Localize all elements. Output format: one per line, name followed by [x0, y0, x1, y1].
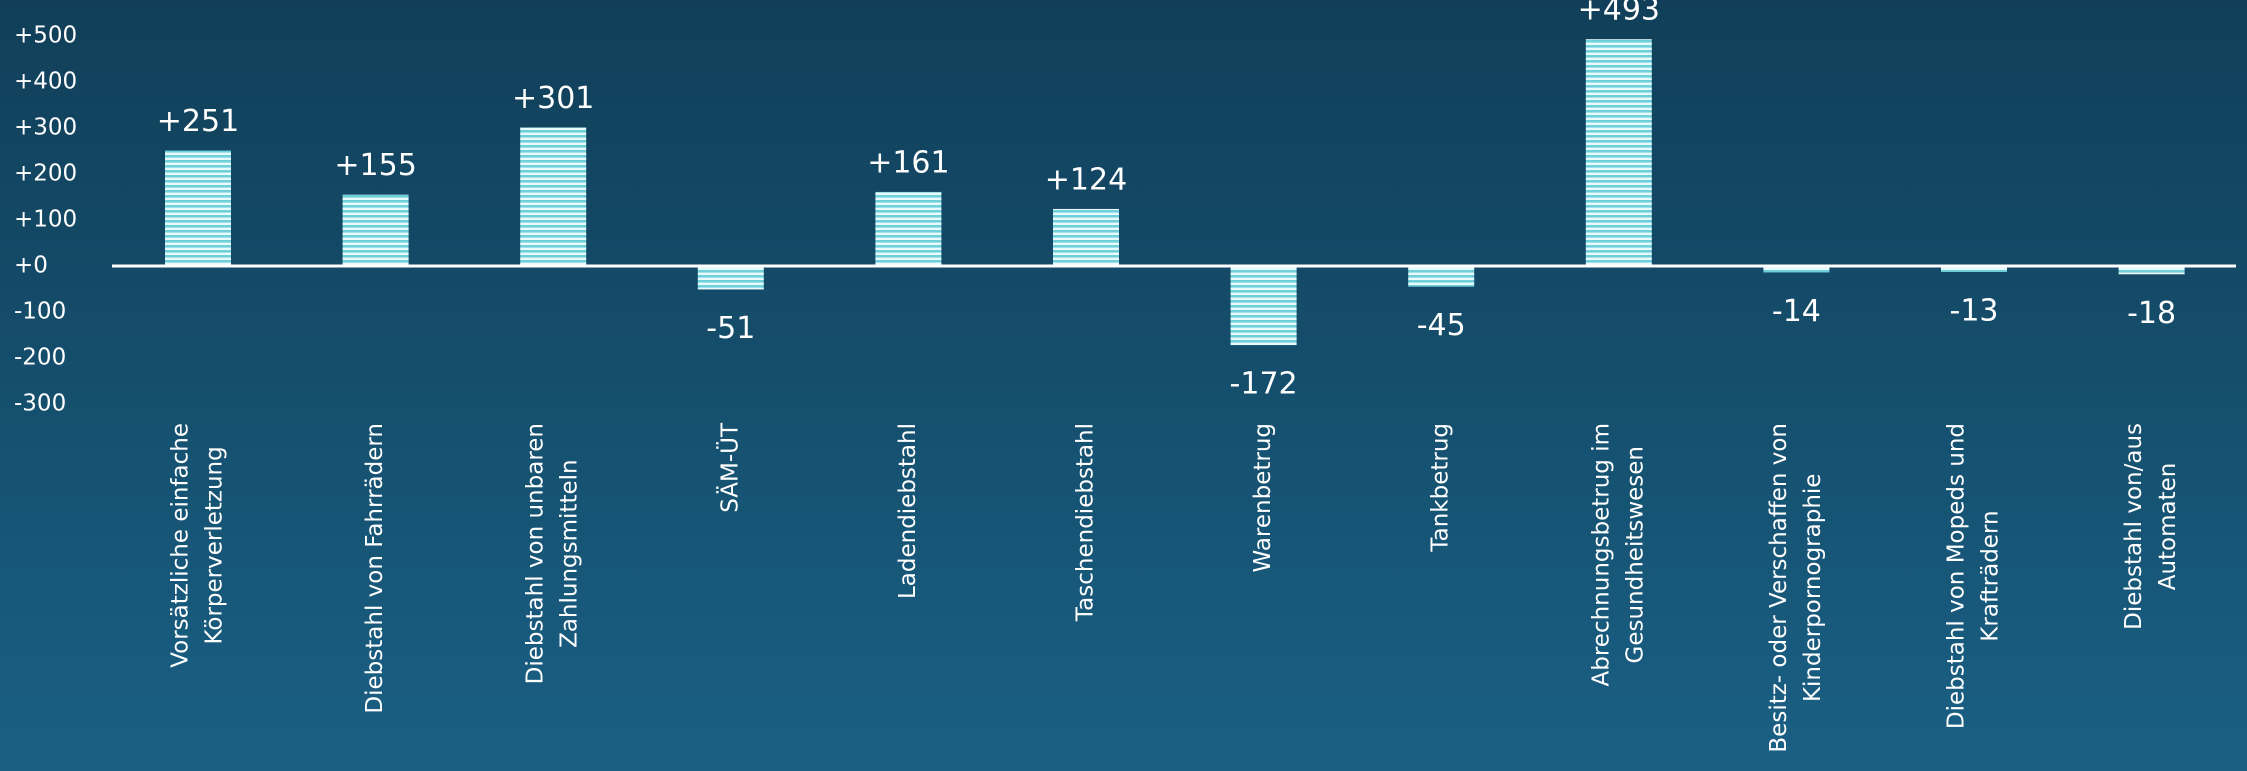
y-tick-label: +100 — [14, 207, 77, 233]
bar — [1408, 266, 1475, 287]
x-tick-label-group: Diebstahl von/aus Automaten — [2121, 423, 2181, 630]
x-tick-label: Besitz- oder Verschaffen von — [1766, 423, 1792, 753]
bar — [342, 194, 409, 266]
bar — [1230, 266, 1297, 346]
bar — [1941, 266, 2007, 272]
x-tick-label-group: Diebstahl von Fahrrädern — [362, 423, 388, 714]
y-tick-label: +300 — [14, 115, 77, 141]
x-tick-label-group: Warenbetrug — [1250, 423, 1276, 572]
value-label: +493 — [1578, 0, 1660, 28]
x-tick-label: Diebstahl von Fahrrädern — [362, 423, 388, 714]
y-tick-label: -100 — [14, 299, 66, 325]
x-tick-label: SÄM-ÜT — [715, 422, 743, 513]
bar — [165, 150, 231, 266]
x-tick-label: Gesundheitswesen — [1622, 446, 1648, 664]
y-tick-label: +0 — [14, 253, 48, 279]
x-tick-label: Diebstahl von Mopeds und — [1944, 423, 1970, 729]
x-tick-label: Warenbetrug — [1250, 423, 1276, 572]
y-tick-label: +500 — [14, 23, 77, 49]
bar — [1585, 39, 1652, 266]
x-tick-label-group: Vorsätzliche einfache Körperverletzung — [168, 423, 228, 668]
bar — [520, 127, 587, 266]
x-tick-label: Kinderpornographie — [1800, 474, 1826, 703]
bar — [875, 191, 942, 266]
value-label: +155 — [334, 148, 416, 183]
bar — [2118, 266, 2185, 275]
value-label: -51 — [706, 311, 755, 346]
x-tick-label-group: Diebstahl von unbaren Zahlungsmitteln — [523, 423, 583, 684]
value-label: -45 — [1417, 308, 1466, 343]
bar — [1763, 266, 1830, 273]
x-tick-label-group: Taschendiebstahl — [1073, 423, 1099, 622]
x-tick-label: Taschendiebstahl — [1073, 423, 1099, 622]
x-tick-label: Vorsätzliche einfache — [168, 423, 194, 668]
y-tick-label: +400 — [14, 69, 77, 95]
value-label: -14 — [1772, 294, 1821, 329]
x-tick-label-group: Besitz- oder Verschaffen von Kinderpornog… — [1766, 423, 1826, 753]
value-label: -18 — [2127, 296, 2176, 331]
x-tick-label: Zahlungsmitteln — [557, 459, 583, 648]
x-tick-label-group: Abrechnungsbetrug im Gesundheitswesen — [1588, 423, 1648, 686]
x-tick-label-group: Diebstahl von Mopeds und Krafträdern — [1944, 423, 2004, 729]
y-tick-label: -300 — [14, 391, 66, 417]
value-label: +124 — [1045, 162, 1127, 197]
value-label: -13 — [1950, 293, 1999, 328]
value-label: +251 — [157, 104, 239, 139]
bar — [697, 266, 764, 290]
value-label: +161 — [867, 145, 949, 180]
x-tick-label-group: SÄM-ÜT — [715, 422, 743, 513]
x-tick-label: Krafträdern — [1978, 510, 2004, 641]
x-tick-label: Diebstahl von unbaren — [523, 423, 549, 684]
x-tick-label: Abrechnungsbetrug im — [1588, 423, 1614, 686]
y-tick-label: -200 — [14, 345, 66, 371]
bar — [1053, 208, 1119, 266]
x-tick-label: Automaten — [2155, 463, 2181, 591]
x-tick-label: Ladendiebstahl — [895, 423, 921, 599]
x-tick-label: Diebstahl von/aus — [2121, 423, 2147, 630]
y-tick-label: +200 — [14, 161, 77, 187]
x-tick-label: Körperverletzung — [202, 446, 228, 644]
x-tick-label-group: Ladendiebstahl — [895, 423, 921, 599]
x-tick-label-group: Tankbetrug — [1428, 423, 1454, 553]
value-label: +301 — [512, 81, 594, 116]
x-tick-label: Tankbetrug — [1428, 423, 1454, 553]
value-label: -172 — [1230, 367, 1298, 402]
